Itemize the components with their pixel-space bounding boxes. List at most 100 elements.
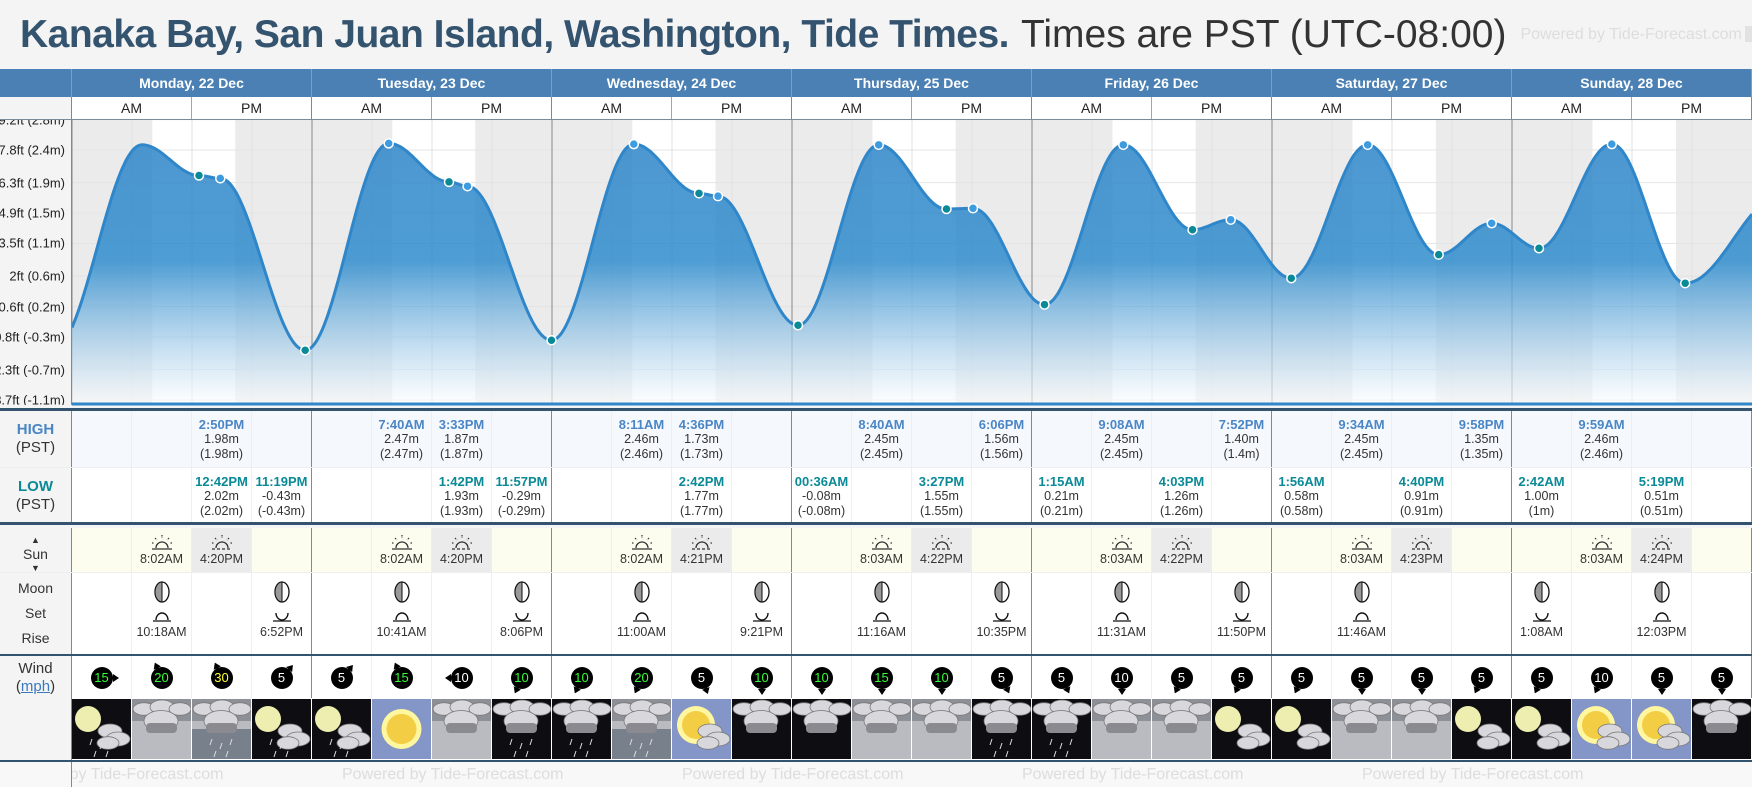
moon-cell [72,573,132,654]
wind-cell: 5 [1512,656,1572,698]
high-height-alt: (1.73m) [679,447,724,461]
wind-speed: 5 [1477,670,1486,685]
low-time: 1:56AM [1278,474,1325,489]
wind-cell: 10 [492,656,552,698]
weather-partly-sunny-icon [672,698,732,760]
sun-cell: 8:03AM [852,528,912,572]
wind-arrow-icon: 10 [805,661,839,695]
high-cell: 8:40AM 2.45m (2.45m) [852,411,912,467]
high-tide-event: 6:06PM 1.56m (1.56m) [972,411,1031,462]
footer-corner [0,762,72,787]
powered-by-watermark: Powered by Tide-Forecast.com [1022,766,1244,783]
moon-cell [1272,573,1332,654]
powered-by-watermark: Powered by Tide-Forecast.com [72,766,224,783]
high-time: 8:40AM [858,417,905,432]
moon-cell: 11:16AM [852,573,912,654]
moon-cell: 11:00AM [612,573,672,654]
moon-rise-icon [612,607,671,625]
sunset-time: 4:22PM [1159,552,1204,566]
moon-phase-icon [612,581,671,603]
sunrise-icon [132,534,191,552]
am-label: AM [792,97,912,119]
low-height-alt: (1.93m) [439,504,484,518]
moon-rise-time: 11:00AM [616,625,667,639]
high-tide-row: HIGH (PST) 2:50PM 1.98m (1.98m) 7:40AM 2.47m(… [0,408,1752,467]
powered-by-link[interactable]: Powered by Tide-Forecast.com [1520,25,1742,43]
wind-speed: 5 [697,670,706,685]
high-tide-point [1486,218,1497,229]
low-height: 1.26m [1164,489,1199,503]
moon-set-icon [972,607,1031,625]
low-cell: 12:42PM 2.02m (2.02m) [192,468,252,522]
high-height: 2.46m [624,432,659,446]
high-time: 4:36PM [678,417,725,432]
wind-arrow-icon: 5 [1645,661,1679,695]
wind-cell: 15 [72,656,132,698]
wind-cell: 10 [732,656,792,698]
sun-label: ▲ Sun ▼ [0,528,72,573]
low-time: 11:57PM [495,474,548,489]
wind-speed: 10 [574,670,589,685]
low-cell [1092,468,1152,522]
low-time: 00:36AM [794,474,849,489]
low-cell: 1:15AM 0.21m (0.21m) [1032,468,1092,522]
wind-speed: 5 [1237,670,1246,685]
wind-speed: 5 [1657,670,1666,685]
weather-label [0,698,72,760]
low-tide-point [546,334,557,346]
moon-phase-icon [732,581,791,603]
y-tick-label: 9.2ft (2.8m) [0,120,65,127]
high-height: 1.98m [204,432,239,446]
pm-label: PM [192,97,312,119]
moon-set-label: Set [24,605,46,621]
wind-title: Wind [18,660,53,677]
wind-cell: 5 [1452,656,1512,698]
weather-night-cloud-rain-icon [252,698,312,760]
moon-phase-icon [1632,581,1691,603]
weather-partly-sunny-icon [1632,698,1692,760]
moon-set-time: 9:21PM [739,625,784,639]
wind-speed: 15 [874,670,889,685]
high-height: 2.45m [1344,432,1379,446]
moon-cell: 12:03PM [1632,573,1692,654]
weather-cloudy-rain-icon [612,698,672,760]
sunset-time: 4:20PM [199,552,244,566]
low-height-alt: (0.91m) [1399,504,1444,518]
sun-cell [1272,528,1332,572]
wind-unit-link[interactable]: mph [20,678,51,695]
sun-cell [1512,528,1572,572]
high-tide-point [712,190,724,202]
high-tide-point [1118,139,1129,151]
sunrise-time: 8:03AM [1339,552,1384,566]
weather-night-cloud-rain-icon [72,698,132,760]
high-tide-event: 7:52PM 1.40m (1.4m) [1212,411,1271,462]
high-height: 1.87m [444,432,479,446]
low-cell [1572,468,1632,522]
moon-cell [1032,573,1092,654]
low-tide-point [193,170,205,181]
moon-cell: 10:35PM [972,573,1032,654]
am-label: AM [1032,97,1152,119]
moon-cell [1392,573,1452,654]
wind-speed: 20 [154,670,169,685]
high-tide-point [1362,139,1373,151]
wind-speed: 5 [337,670,346,685]
powered-by-watermark: Powered by Tide-Forecast.com [682,766,904,783]
high-cell [252,411,312,467]
high-tide-event: 9:59AM 2.46m (2.46m) [1572,411,1631,462]
low-tide-point [1433,249,1444,260]
low-time: 1:15AM [1038,474,1085,489]
wind-speed: 5 [277,670,286,685]
low-cell: 2:42PM 1.77m (1.77m) [672,468,732,522]
high-height-alt: (2.45m) [1099,447,1144,461]
wind-cell: 5 [1332,656,1392,698]
sun-cell: 8:02AM [372,528,432,572]
sun-cell [1692,528,1752,572]
low-label: LOW (PST) [0,468,72,522]
high-tide-point [462,180,473,192]
low-height: 1.00m [1524,489,1559,503]
wind-cell: 10 [1572,656,1632,698]
low-tide-event: 1:42PM 1.93m (1.93m) [432,468,491,519]
low-cell: 5:19PM 0.51m (0.51m) [1632,468,1692,522]
high-tide-point [215,173,226,184]
